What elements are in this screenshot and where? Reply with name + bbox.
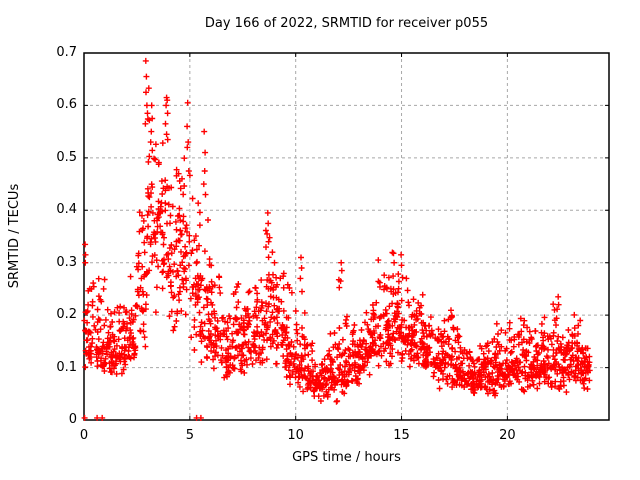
- y-tick-label: 0.3: [56, 254, 77, 270]
- y-tick-label: 0.4: [56, 202, 77, 218]
- chart-title: Day 166 of 2022, SRMTID for receiver p05…: [204, 16, 489, 31]
- y-tick-label: 0: [68, 412, 77, 427]
- x-tick-label: 15: [393, 428, 410, 443]
- y-tick-label: 0.6: [56, 97, 77, 113]
- x-tick-label: 20: [499, 428, 516, 443]
- scatter-points: [81, 57, 593, 421]
- x-tick-label: 5: [185, 428, 194, 443]
- x-tick-label: 10: [287, 428, 304, 443]
- y-tick-label: 0.1: [56, 359, 77, 375]
- x-axis-label: GPS time / hours: [292, 450, 401, 465]
- y-tick-label: 0.5: [56, 149, 77, 165]
- plot-border: [83, 52, 610, 421]
- y-tick-label: 0.2: [56, 307, 77, 323]
- y-tick-label: 0.7: [56, 45, 77, 60]
- x-tick-label: 0: [79, 428, 89, 443]
